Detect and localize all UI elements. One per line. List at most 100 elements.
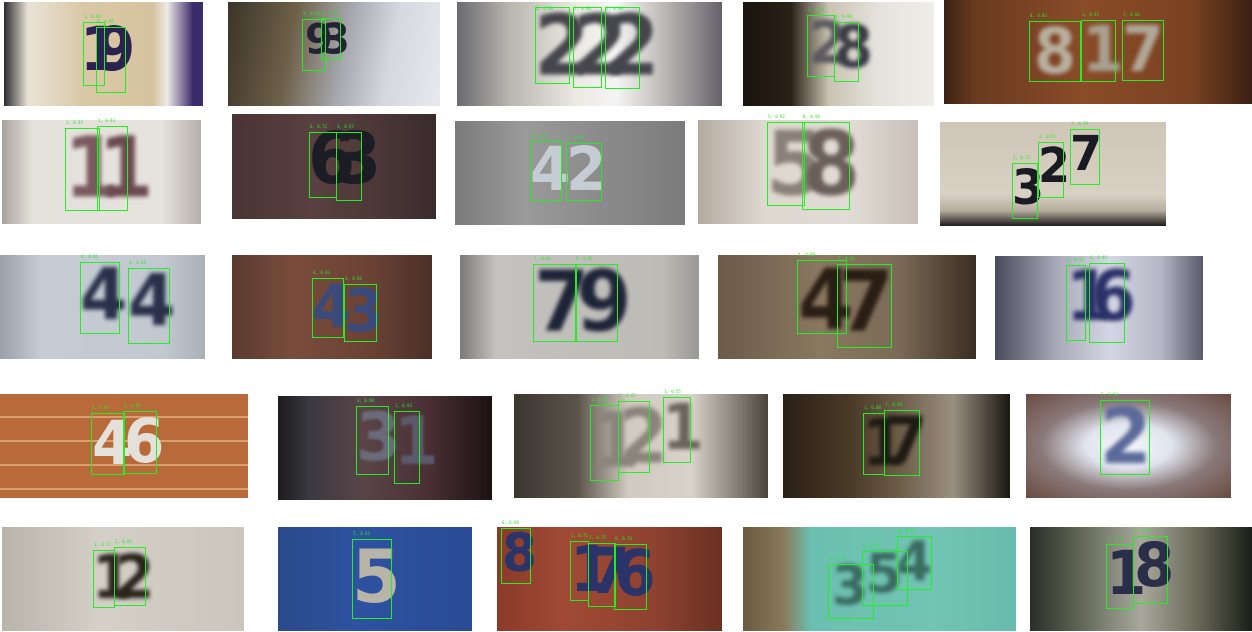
detection-box: 1, 0.93 [394, 403, 420, 484]
detection-label: 5, 0.93 [353, 531, 370, 536]
detection-box: 3, 0.73 [1012, 155, 1038, 219]
detection-label: 8, 0.94 [835, 14, 852, 19]
detection-box: 9, 0.94 [302, 11, 326, 71]
detection-label: 2, 0.96 [574, 6, 591, 11]
detection-box: 2, 0.90 [605, 6, 640, 89]
detection-box: 3, 0.87 [321, 10, 341, 60]
detection-label: 9, 0.95 [97, 19, 114, 24]
detection-box: 2, 0.96 [573, 6, 602, 88]
detection-label: 4, 0.89 [129, 260, 146, 265]
house-number-digit: 3 [334, 118, 382, 201]
detection-label: 6, 0.78 [615, 536, 632, 541]
house-number-digit: 2 [618, 394, 669, 481]
detection-label: 6, 0.72 [310, 124, 327, 129]
detection-box: 1, 0.71 [570, 533, 589, 601]
tile-r4c5: 2 [1026, 394, 1231, 498]
house-number-digit: 2 [566, 133, 607, 205]
detection-box: 7, 0.94 [884, 402, 920, 476]
detection-label: 1, 0.70 [591, 397, 608, 402]
house-number-digit: 8 [1034, 15, 1076, 89]
detection-box: 7, 0.84 [533, 256, 577, 342]
detection-box: 9, 0.95 [96, 19, 126, 93]
house-number-digit: 4 [530, 133, 571, 205]
house-number-digit: 4 [128, 260, 176, 343]
detection-box: 4, 0.97 [530, 133, 562, 201]
house-number-digit: 7 [1070, 124, 1103, 182]
house-number-digit: 9 [576, 255, 632, 351]
detection-label: 2, 0.91 [1039, 134, 1056, 139]
detection-label: 1, 0.88 [864, 405, 881, 410]
detection-label: 7, 0.66 [838, 256, 855, 261]
detection-box: 4, 0.89 [128, 260, 170, 344]
detection-box: 1, 0.93 [1066, 257, 1086, 341]
detection-box: 1, 0.92 [1081, 12, 1116, 82]
house-number-digit: 5 [865, 542, 903, 606]
detection-label: 1, 0.55 [664, 389, 681, 394]
house-number-digit: 6 [614, 537, 656, 611]
detection-box: 7, 0.81 [1122, 12, 1164, 81]
detection-label: 9, 0.81 [576, 256, 593, 261]
detection-label: 1, 0.71 [571, 533, 588, 538]
detection-box: 3, 0.97 [336, 124, 362, 201]
detection-box: 7, 0.75 [588, 535, 616, 607]
house-number-digit: 8 [834, 13, 873, 82]
house-number-digit: 2 [604, 2, 660, 95]
house-number-digit: 6 [124, 405, 165, 477]
detection-box: 3, 0.94 [344, 276, 377, 342]
detection-box: 4, 0.91 [80, 254, 120, 334]
detection-label: 2, 0.90 [606, 6, 623, 11]
detection-box: 1, 0.92 [65, 120, 100, 211]
detection-label: 1, 0.92 [1082, 12, 1099, 17]
house-number-digit: 1 [662, 394, 704, 465]
detection-label: 3, 0.87 [322, 10, 339, 15]
detection-label: 4, 0.80 [798, 252, 815, 257]
detection-label: 4, 0.85 [92, 405, 109, 410]
house-number-digit: 4 [798, 255, 854, 349]
detection-box: 9, 0.81 [575, 256, 618, 342]
detection-box: 1, 0.92 [83, 14, 105, 86]
detection-box: 4, 0.80 [797, 252, 847, 334]
house-number-digit: 9 [95, 13, 136, 85]
detection-label: 4, 0.97 [531, 133, 548, 138]
detection-box: 2, 0.91 [807, 7, 835, 77]
detection-label: 7, 0.81 [1123, 12, 1140, 17]
detection-label: 7, 0.75 [589, 535, 606, 540]
detection-label: 1, 0.93 [395, 403, 412, 408]
detection-label: 3, 0.97 [337, 124, 354, 129]
tile-r5c2: 5 [278, 527, 472, 631]
detection-box: 1, 0.77 [1106, 536, 1134, 609]
house-number-digit: 2 [1038, 136, 1071, 194]
detection-label: 3, 0.73 [1013, 155, 1030, 160]
detection-box: 2, 0.98 [566, 135, 602, 201]
house-number-digit: 2 [1100, 394, 1152, 483]
detection-box: 8, 0.96 [501, 520, 531, 584]
detection-box: 6, 0.95 [1089, 255, 1125, 343]
detection-label: 1, 0.93 [98, 118, 115, 123]
detection-box: 1, 0.77 [93, 542, 115, 608]
detection-box: 5, 0.92 [767, 114, 805, 206]
detection-label: 7, 0.79 [1071, 121, 1088, 126]
detection-label: 1, 0.77 [94, 542, 111, 547]
detection-box: 1, 0.88 [863, 405, 885, 475]
house-number-digit: 2 [114, 541, 155, 613]
detection-box: 2, 0.85 [114, 539, 146, 606]
detection-box: 6, 0.72 [309, 124, 337, 198]
detection-label: 5, 0.92 [768, 114, 785, 119]
house-number-digit: 6 [1090, 256, 1136, 337]
detection-label: 2, 0.85 [115, 539, 132, 544]
detection-label: 4, 0.91 [81, 254, 98, 259]
detection-label: 6, 0.95 [1090, 255, 1107, 260]
detection-box: 8, 0.93 [1133, 528, 1168, 604]
